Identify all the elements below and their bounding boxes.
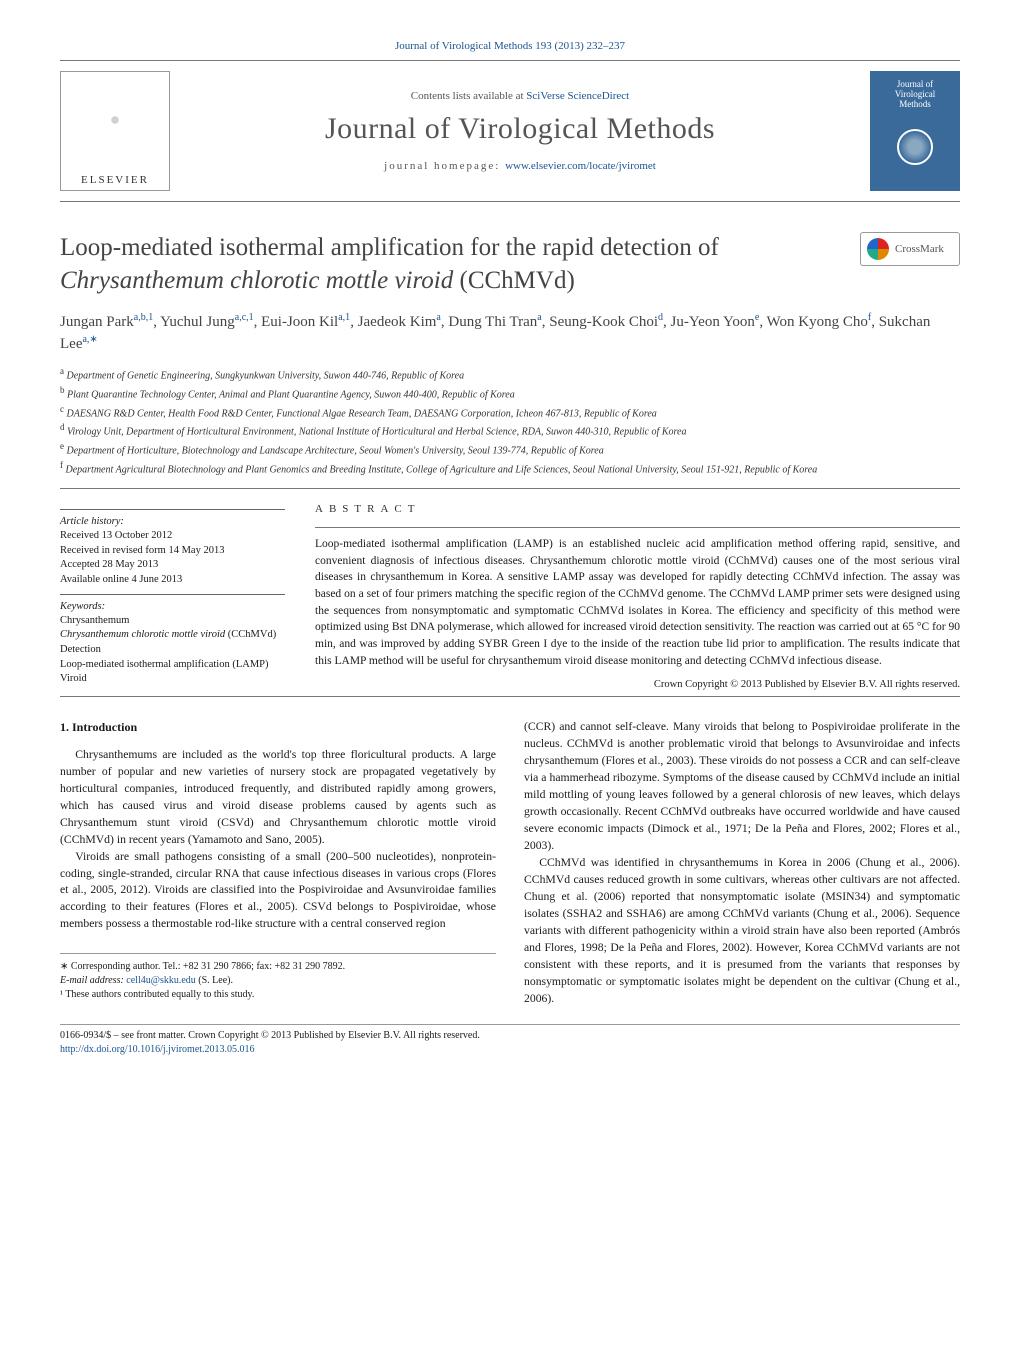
author: Yuchul Junga,c,1 [160, 314, 253, 330]
paragraph: CChMVd was identified in chrysanthemums … [524, 855, 960, 1008]
column-left: 1. Introduction Chrysanthemums are inclu… [60, 719, 496, 1007]
email-suffix: (S. Lee). [196, 975, 233, 986]
article-title: Loop-mediated isothermal amplification f… [60, 232, 860, 297]
journal-homepage: journal homepage: www.elsevier.com/locat… [182, 160, 858, 172]
elsevier-tree-icon [75, 84, 155, 174]
divider [60, 488, 960, 489]
divider [60, 594, 285, 595]
crossmark-label: CrossMark [895, 243, 944, 255]
author-sup: e [755, 312, 759, 323]
affiliation: c DAESANG R&D Center, Health Food R&D Ce… [60, 403, 960, 422]
metadata-column: Article history: Received 13 October 201… [60, 503, 285, 690]
crossmark-badge[interactable]: CrossMark [860, 232, 960, 266]
title-part1: Loop-mediated isothermal amplification f… [60, 234, 719, 261]
keyword: Detection [60, 643, 285, 658]
email-footnote: E-mail address: cell4u@skku.edu (S. Lee)… [60, 974, 496, 988]
journal-cover-line1: Journal of [897, 79, 933, 89]
keyword: Loop-mediated isothermal amplification (… [60, 658, 285, 673]
abstract-column: ABSTRACT Loop-mediated isothermal amplif… [315, 503, 960, 690]
contents-prefix: Contents lists available at [411, 90, 526, 102]
email-label: E-mail address: [60, 975, 126, 986]
section-heading: 1. Introduction [60, 719, 496, 736]
column-right: (CCR) and cannot self-cleave. Many viroi… [524, 719, 960, 1007]
author: Seung-Kook Choid [549, 314, 663, 330]
authors-list: Jungan Parka,b,1, Yuchul Junga,c,1, Eui-… [60, 311, 960, 355]
email-link[interactable]: cell4u@skku.edu [126, 975, 195, 986]
author: Jaedeok Kima [358, 314, 441, 330]
history-line: Available online 4 June 2013 [60, 573, 285, 588]
contents-line: Contents lists available at SciVerse Sci… [182, 90, 858, 102]
equal-contribution-footnote: ¹ These authors contributed equally to t… [60, 988, 496, 1002]
divider [60, 509, 285, 510]
author-sup: a,b,1 [134, 312, 153, 323]
title-part2: (CChMVd) [453, 267, 575, 294]
affiliation: b Plant Quarantine Technology Center, An… [60, 384, 960, 403]
journal-title: Journal of Virological Methods [182, 112, 858, 146]
keyword: Viroid [60, 672, 285, 687]
doi-link[interactable]: http://dx.doi.org/10.1016/j.jviromet.201… [60, 1043, 960, 1057]
author: Dung Thi Trana [448, 314, 541, 330]
header-center: Contents lists available at SciVerse Sci… [170, 90, 870, 172]
paragraph: Chrysanthemums are included as the world… [60, 747, 496, 849]
homepage-link[interactable]: www.elsevier.com/locate/jviromet [505, 160, 656, 172]
journal-cover-line3: Methods [899, 99, 931, 109]
keyword: Chrysanthemum [60, 614, 285, 629]
author: Jungan Parka,b,1 [60, 314, 153, 330]
abstract-body: Loop-mediated isothermal amplification (… [315, 536, 960, 669]
homepage-prefix: journal homepage: [384, 160, 505, 172]
author-sup: a,c,1 [235, 312, 254, 323]
elsevier-logo: ELSEVIER [60, 71, 170, 191]
title-italic: Chrysanthemum chlorotic mottle viroid [60, 267, 453, 294]
copyright-text: 0166-0934/$ – see front matter. Crown Co… [60, 1029, 960, 1043]
journal-cover-image: Journal of Virological Methods [870, 71, 960, 191]
footnotes: ∗ Corresponding author. Tel.: +82 31 290… [60, 953, 496, 1002]
author: Won Kyong Chof [767, 314, 872, 330]
divider [60, 696, 960, 697]
meta-abstract-row: Article history: Received 13 October 201… [60, 503, 960, 690]
keyword: Chrysanthemum chlorotic mottle viroid (C… [60, 628, 285, 643]
article-body: 1. Introduction Chrysanthemums are inclu… [60, 719, 960, 1007]
journal-citation[interactable]: Journal of Virological Methods 193 (2013… [60, 40, 960, 52]
corresponding-footnote: ∗ Corresponding author. Tel.: +82 31 290… [60, 960, 496, 974]
divider [315, 527, 960, 528]
bottom-copyright: 0166-0934/$ – see front matter. Crown Co… [60, 1024, 960, 1057]
author-sup: a [537, 312, 541, 323]
title-row: Loop-mediated isothermal amplification f… [60, 232, 960, 297]
author-sup: f [868, 312, 871, 323]
abstract-heading: ABSTRACT [315, 503, 960, 515]
history-line: Accepted 28 May 2013 [60, 558, 285, 573]
author-sup: d [658, 312, 663, 323]
journal-cover-lens-icon [897, 129, 933, 165]
affiliation: f Department Agricultural Biotechnology … [60, 459, 960, 478]
history-line: Received in revised form 14 May 2013 [60, 544, 285, 559]
divider [60, 201, 960, 202]
history-line: Received 13 October 2012 [60, 529, 285, 544]
elsevier-text: ELSEVIER [81, 174, 149, 186]
history-heading: Article history: [60, 516, 285, 527]
author-sup: a,1 [338, 312, 350, 323]
sciencedirect-link[interactable]: SciVerse ScienceDirect [526, 90, 629, 102]
journal-cover-line2: Virological [895, 89, 935, 99]
affiliations-list: a Department of Genetic Engineering, Sun… [60, 365, 960, 478]
author: Eui-Joon Kila,1 [261, 314, 350, 330]
paragraph: (CCR) and cannot self-cleave. Many viroi… [524, 719, 960, 855]
affiliation: d Virology Unit, Department of Horticult… [60, 421, 960, 440]
keywords-heading: Keywords: [60, 601, 285, 612]
affiliation: a Department of Genetic Engineering, Sun… [60, 365, 960, 384]
author: Ju-Yeon Yoone [671, 314, 760, 330]
crossmark-icon [867, 238, 889, 260]
affiliation: e Department of Horticulture, Biotechnol… [60, 440, 960, 459]
divider [60, 60, 960, 61]
abstract-copyright: Crown Copyright © 2013 Published by Else… [315, 679, 960, 690]
author-sup: a,∗ [82, 334, 97, 345]
journal-header: ELSEVIER Contents lists available at Sci… [60, 65, 960, 197]
paragraph: Viroids are small pathogens consisting o… [60, 849, 496, 934]
author-sup: a [436, 312, 440, 323]
